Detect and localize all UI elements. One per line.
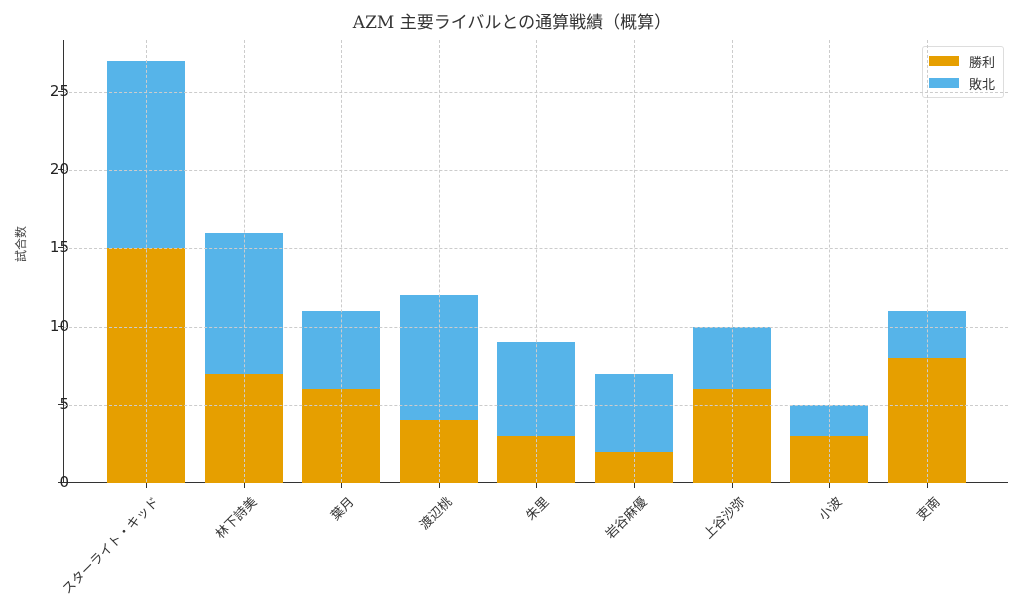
y-tick <box>58 169 63 171</box>
x-tick <box>926 483 928 488</box>
grid-line-horizontal <box>64 170 1008 172</box>
x-tick-label: 渡辺桃 <box>417 494 456 534</box>
chart-title: AZM 主要ライバルとの通算戦績（概算） <box>352 13 672 33</box>
grid-line-vertical <box>438 40 440 482</box>
y-tick-label: 25 <box>49 82 69 100</box>
grid-line-vertical <box>926 40 928 482</box>
y-tick-label: 15 <box>49 238 69 257</box>
x-tick-label: 吏南 <box>914 494 944 524</box>
legend-label-win: 勝利 <box>969 55 996 71</box>
loss-swatch-icon <box>929 78 959 88</box>
grid-line-horizontal <box>64 92 1008 93</box>
y-tick-label: 10 <box>49 316 69 335</box>
legend-label-loss: 敗北 <box>969 77 996 93</box>
legend-item-loss: 敗北 <box>929 75 996 93</box>
y-tick-label: 0 <box>59 473 69 491</box>
x-tick-label: 岩谷麻優 <box>603 494 651 543</box>
win-swatch-icon <box>929 56 959 66</box>
x-tick-label: 林下詩美 <box>212 494 261 543</box>
grid-line-vertical <box>536 40 538 482</box>
y-tick-label: 5 <box>59 394 69 413</box>
x-tick-label: 葉月 <box>328 494 358 524</box>
x-tick <box>536 483 538 488</box>
y-tick <box>58 325 63 327</box>
x-tick-label: 上谷沙弥 <box>700 494 749 543</box>
legend-item-win: 勝利 <box>929 53 996 71</box>
y-tick-label: 20 <box>49 160 69 179</box>
plot-area <box>58 40 1008 488</box>
grid-line-vertical <box>243 40 245 482</box>
grid-line-vertical <box>829 40 831 482</box>
x-tick <box>829 483 831 488</box>
x-tick-label: 朱里 <box>523 494 553 524</box>
grid-line-vertical <box>146 40 147 482</box>
x-tick <box>634 483 635 488</box>
y-axis-title: 試合数 <box>14 225 28 262</box>
grid-line-horizontal <box>64 326 1008 328</box>
x-tick <box>438 483 440 488</box>
x-tick-label: スターライト・キッド <box>59 494 163 598</box>
legend: 勝利 敗北 <box>922 46 1004 98</box>
x-tick-label: 小波 <box>816 494 846 524</box>
y-tick <box>58 247 63 249</box>
grid-line-vertical <box>634 40 635 482</box>
y-tick <box>58 482 63 483</box>
y-tick <box>58 91 63 92</box>
grid-line-horizontal <box>64 404 1008 406</box>
y-tick <box>58 403 63 405</box>
x-tick <box>243 483 245 488</box>
grid-line-vertical <box>341 40 343 482</box>
grid-line-vertical <box>731 40 733 482</box>
x-tick <box>146 483 147 488</box>
grid-line-horizontal <box>64 248 1008 250</box>
x-tick <box>341 483 343 488</box>
x-tick <box>731 483 733 488</box>
